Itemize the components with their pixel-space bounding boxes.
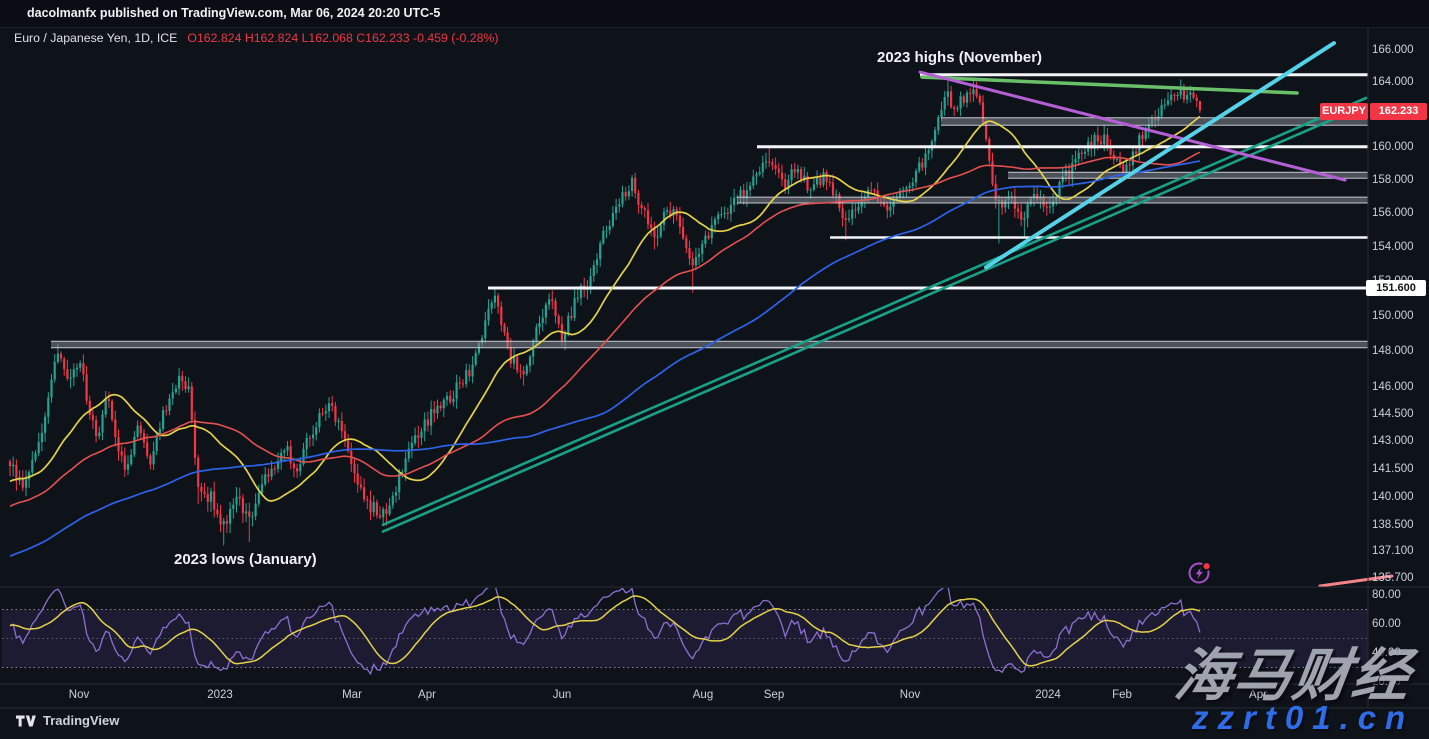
symbol-legend[interactable]: Euro / Japanese Yen, 1D, ICE O162.824 H16… — [14, 31, 498, 45]
price-pane — [8, 41, 1368, 557]
notification-dot — [1203, 563, 1210, 570]
price-axis-label: 156.000 — [1372, 207, 1414, 220]
time-axis-label: Apr — [1249, 689, 1267, 701]
price-axis-label: 154.000 — [1372, 240, 1414, 253]
tradingview-brand[interactable]: TradingView — [16, 713, 119, 728]
time-axis-label: Feb — [1112, 689, 1132, 701]
time-axis-label: Apr — [418, 689, 436, 701]
price-axis-label: 143.000 — [1372, 434, 1414, 447]
price-axis-label: 141.500 — [1372, 462, 1414, 475]
time-axis-label: Nov — [899, 689, 921, 701]
price-axis-label: 137.100 — [1372, 545, 1414, 558]
overlays — [0, 28, 1429, 709]
time-axis-label: Mar — [342, 689, 362, 701]
publish-bar: dacolmanfx published on TradingView.com,… — [0, 0, 1429, 28]
ohlc-values: O162.824 H162.824 L162.068 C162.233 -0.4… — [187, 31, 499, 45]
price-axis-label: 135.700 — [1372, 572, 1414, 585]
annotation-2023-lows[interactable]: 2023 lows (January) — [174, 551, 317, 568]
tradingview-brand-text: TradingView — [43, 713, 120, 728]
price-axis-label: 166.000 — [1372, 44, 1414, 57]
publish-line: dacolmanfx published on TradingView.com,… — [27, 6, 441, 20]
annotation-2023-highs[interactable]: 2023 highs (November) — [877, 49, 1043, 66]
rsi-axis-label: 80.00 — [1372, 589, 1401, 601]
price-axis-label: 146.000 — [1372, 380, 1414, 393]
price-axis-label: 138.500 — [1372, 518, 1414, 531]
tradingview-logo-icon — [16, 715, 36, 726]
rsi-axis-label: 40.00 — [1372, 647, 1401, 659]
price-axis-label: 164.000 — [1372, 76, 1414, 88]
price-axis-label: 150.000 — [1372, 309, 1414, 322]
current-price-badge: 162.233 — [1370, 103, 1427, 120]
price-axis-label: 140.000 — [1372, 490, 1414, 503]
time-axis-label: 2024 — [1035, 689, 1061, 701]
rsi-pane — [2, 588, 1368, 676]
price-axis-label: 148.000 — [1372, 344, 1414, 357]
time-axis-label: 2023 — [207, 689, 233, 701]
time-axis-label: Aug — [692, 689, 714, 701]
symbol-title[interactable]: Euro / Japanese Yen, 1D, ICE — [14, 31, 178, 45]
price-axis-label: 160.000 — [1372, 140, 1414, 153]
symbol-price-label: EURJPY — [1320, 103, 1368, 120]
time-axis-label: Sep — [763, 689, 785, 701]
price-axis-label: 144.500 — [1372, 407, 1414, 420]
watermark-url: zzrt01.cn — [1192, 699, 1415, 736]
level-price-badge: 151.600 — [1366, 280, 1426, 296]
rsi-axis-label: 20.00 — [1372, 676, 1401, 688]
rsi-axis-label: 60.00 — [1372, 618, 1401, 630]
time-axis-label: Jun — [552, 689, 572, 701]
price-axis-label: 158.000 — [1372, 173, 1414, 186]
time-axis-label: Nov — [68, 689, 90, 701]
flash-idea-icon[interactable] — [1184, 556, 1216, 588]
